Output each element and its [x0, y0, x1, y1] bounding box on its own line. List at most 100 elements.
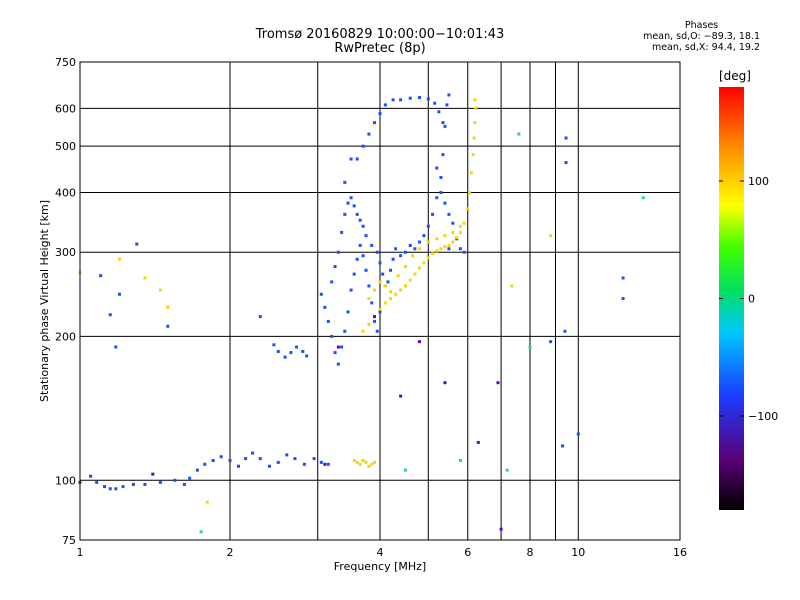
data-point	[378, 280, 382, 284]
data-point	[336, 362, 340, 366]
data-point	[228, 458, 232, 462]
phase-summary: Phases mean, sd,O: −89.3, 18.1 mean, sd,…	[643, 20, 760, 53]
x-tick-label: 8	[527, 546, 534, 559]
data-point	[355, 212, 359, 216]
data-point	[166, 305, 170, 309]
data-point	[413, 272, 417, 276]
data-point	[166, 324, 170, 328]
data-point	[471, 153, 475, 157]
data-point	[413, 247, 417, 251]
data-point	[473, 98, 477, 102]
data-point	[199, 530, 203, 534]
data-point	[455, 236, 459, 240]
data-point	[447, 93, 451, 97]
data-point	[408, 278, 412, 282]
plot-frame	[79, 61, 681, 541]
y-tick-label: 100	[55, 474, 76, 487]
data-point	[143, 482, 147, 486]
data-point	[358, 462, 362, 466]
grid-lines	[80, 62, 680, 540]
data-point	[364, 234, 368, 238]
data-point	[323, 305, 327, 309]
data-point	[378, 261, 382, 265]
data-point	[499, 527, 503, 531]
data-point	[151, 472, 155, 476]
data-point	[117, 292, 121, 296]
data-point	[355, 157, 359, 161]
data-point	[451, 230, 455, 234]
data-point	[403, 284, 407, 288]
data-point	[373, 121, 377, 125]
data-point	[95, 480, 99, 484]
data-point	[394, 247, 398, 251]
data-point	[285, 453, 289, 457]
data-point	[417, 240, 421, 244]
data-point	[466, 207, 470, 211]
data-point	[276, 460, 280, 464]
data-point	[447, 243, 451, 247]
data-point	[302, 462, 306, 466]
data-point	[367, 322, 371, 326]
data-point	[396, 274, 400, 278]
data-point	[389, 297, 393, 301]
data-point	[117, 257, 121, 261]
data-point	[621, 276, 625, 280]
data-point	[305, 354, 309, 358]
data-point	[370, 301, 374, 305]
data-point	[323, 462, 327, 466]
data-point	[326, 319, 330, 323]
data-point	[367, 464, 371, 468]
data-point	[361, 254, 365, 258]
data-point	[437, 110, 441, 114]
data-point	[258, 315, 262, 319]
data-point	[131, 482, 135, 486]
data-point	[447, 212, 451, 216]
data-point	[458, 224, 462, 228]
y-tick-label: 200	[55, 330, 76, 343]
data-point	[343, 329, 347, 333]
data-point	[408, 243, 412, 247]
data-point	[505, 468, 509, 472]
colorbar-tick-label: 100	[748, 175, 769, 188]
data-point	[411, 254, 415, 258]
data-point	[89, 474, 93, 478]
phase-summary-o: mean, sd,O: −89.3, 18.1	[643, 31, 760, 42]
data-point	[336, 345, 340, 349]
data-point	[381, 272, 385, 276]
data-point	[173, 478, 177, 482]
data-point	[476, 440, 480, 444]
data-point	[403, 250, 407, 254]
data-point	[435, 196, 439, 200]
data-point	[355, 257, 359, 261]
data-point	[417, 96, 421, 100]
chart-title: Tromsø 20160829 10:00:00−10:01:43	[255, 27, 505, 42]
data-point	[510, 284, 514, 288]
data-point	[621, 297, 625, 301]
data-point	[403, 265, 407, 269]
data-point	[399, 254, 403, 258]
data-point	[549, 340, 553, 344]
data-point	[375, 329, 379, 333]
data-point	[528, 345, 532, 349]
data-point	[203, 462, 207, 466]
data-point	[426, 97, 430, 101]
data-point	[422, 234, 426, 238]
data-point	[349, 157, 353, 161]
x-tick-label: 6	[464, 546, 471, 559]
data-point	[352, 458, 356, 462]
data-point	[276, 349, 280, 353]
data-point	[549, 234, 553, 238]
data-point	[373, 288, 377, 292]
data-point	[391, 98, 395, 102]
data-point	[394, 292, 398, 296]
data-point	[358, 218, 362, 222]
data-point	[378, 112, 382, 116]
data-point	[433, 101, 437, 105]
data-point	[422, 261, 426, 265]
data-point	[439, 190, 443, 194]
data-point	[431, 252, 435, 256]
data-point	[370, 462, 374, 466]
data-point	[399, 288, 403, 292]
data-point	[330, 280, 334, 284]
